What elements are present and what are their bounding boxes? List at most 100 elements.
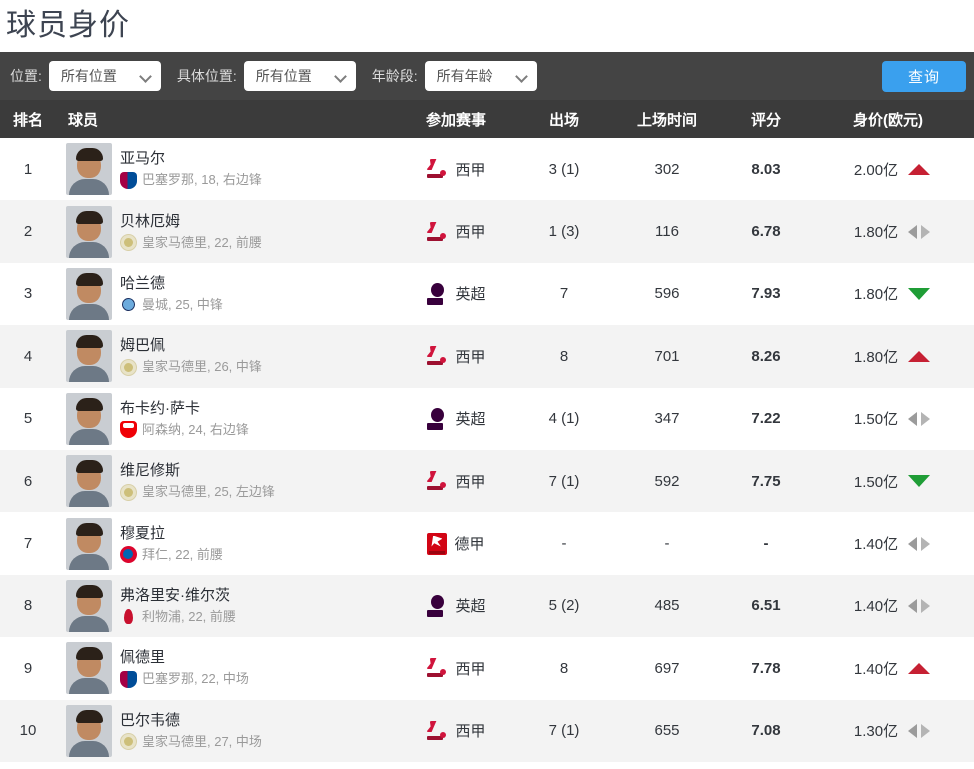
cell-player[interactable]: 巴尔韦德 皇家马德里, 27, 中场 bbox=[56, 700, 396, 762]
real-madrid-crest-icon bbox=[120, 733, 137, 751]
player-name[interactable]: 穆夏拉 bbox=[120, 524, 166, 542]
cell-player[interactable]: 穆夏拉拜仁, 22, 前腰 bbox=[56, 512, 396, 574]
cell-player[interactable]: 哈兰德曼城, 25, 中锋 bbox=[56, 263, 396, 325]
player-club-meta: 拜仁, 22, 前腰 bbox=[142, 546, 223, 562]
cell-minutes: 701 bbox=[654, 347, 680, 365]
cell-value: 2.00亿 bbox=[810, 138, 974, 200]
market-value: 2.00亿 bbox=[853, 161, 899, 179]
column-header-rating[interactable]: 评分 bbox=[722, 100, 810, 138]
trend-down-icon bbox=[908, 286, 931, 302]
league-name: 西甲 bbox=[455, 473, 486, 491]
player-club-meta: 皇家马德里, 22, 前腰 bbox=[142, 234, 262, 250]
league-name: 英超 bbox=[455, 286, 486, 304]
table-row[interactable]: 7 穆夏拉 拜仁, 22, 前腰 德甲 - - - 1.40亿 bbox=[0, 512, 974, 575]
cell-apps: 7 bbox=[559, 285, 569, 303]
table-row[interactable]: 10 巴尔韦德 皇家马德里, 27, 中场 西甲 7 (1) 655 7.08 1.30亿 bbox=[0, 699, 974, 762]
table-row[interactable]: 8 弗洛里安·维尔茨 利物浦, 22, 前腰 英超 5 (2) 485 6.51 1.40亿 bbox=[0, 574, 974, 638]
avatar bbox=[66, 517, 112, 570]
player-name[interactable]: 贝林厄姆 bbox=[120, 212, 181, 230]
filter-specific-position-label: 具体位置: bbox=[176, 68, 237, 84]
cell-minutes: 697 bbox=[654, 659, 680, 677]
cell-value: 1.50亿 bbox=[810, 388, 974, 450]
table-row[interactable]: 4 姆巴佩 皇家马德里, 26, 中锋 西甲 8 701 8.26 1.80亿 bbox=[0, 325, 974, 388]
cell-league: 西甲 bbox=[396, 700, 516, 762]
cell-value: 1.30亿 bbox=[810, 700, 974, 762]
cell-player[interactable]: 贝林厄姆皇家马德里, 22, 前腰 bbox=[56, 200, 396, 262]
cell-apps: 3 (1) bbox=[548, 160, 580, 178]
cell-apps: 5 (2) bbox=[548, 597, 580, 615]
table-row[interactable]: 5 布卡约·萨卡 阿森纳, 24, 右边锋 英超 4 (1) 347 7.22 1.50亿 bbox=[0, 387, 974, 450]
laliga-logo-icon bbox=[426, 158, 448, 180]
age-group-select[interactable]: 所有年龄 bbox=[424, 61, 537, 91]
cell-apps: 8 bbox=[559, 659, 569, 677]
avatar bbox=[66, 205, 112, 258]
chevron-down-icon bbox=[141, 71, 152, 82]
cell-player[interactable]: 维尼修斯皇家马德里, 25, 左边锋 bbox=[56, 450, 396, 512]
player-name[interactable]: 亚马尔 bbox=[120, 150, 166, 168]
avatar bbox=[66, 392, 112, 445]
age-group-select-value: 所有年龄 bbox=[436, 68, 493, 84]
player-name[interactable]: 弗洛里安·维尔茨 bbox=[120, 586, 230, 604]
table-row[interactable]: 9 佩德里 巴塞罗那, 22, 中场 西甲 8 697 7.78 1.40亿 bbox=[0, 637, 974, 700]
cell-rank: 5 bbox=[23, 410, 33, 428]
page-title: 球员身价 bbox=[6, 9, 130, 42]
filter-specific-position: 具体位置: 所有位置 bbox=[177, 61, 356, 91]
cell-value: 1.40亿 bbox=[810, 575, 974, 637]
trend-flat-icon bbox=[908, 598, 931, 614]
player-name[interactable]: 布卡约·萨卡 bbox=[120, 399, 200, 417]
column-header-league[interactable]: 参加赛事 bbox=[396, 100, 516, 138]
player-club-meta: 皇家马德里, 25, 左边锋 bbox=[142, 484, 275, 500]
cell-apps: 7 (1) bbox=[548, 472, 580, 490]
specific-position-select[interactable]: 所有位置 bbox=[243, 61, 356, 91]
player-name[interactable]: 佩德里 bbox=[120, 649, 166, 667]
cell-apps: - bbox=[561, 535, 567, 553]
cell-value: 1.80亿 bbox=[810, 325, 974, 387]
column-header-rank[interactable]: 排名 bbox=[0, 100, 56, 138]
column-header-minutes[interactable]: 上场时间 bbox=[612, 100, 722, 138]
player-name[interactable]: 哈兰德 bbox=[120, 274, 166, 292]
table-row[interactable]: 6 维尼修斯 皇家马德里, 25, 左边锋 西甲 7 (1) 592 7.75 1.50亿 bbox=[0, 449, 974, 513]
column-header-apps[interactable]: 出场 bbox=[516, 100, 612, 138]
cell-rating: - bbox=[763, 535, 769, 553]
premier-league-logo-icon bbox=[426, 594, 448, 617]
player-name[interactable]: 巴尔韦德 bbox=[120, 711, 181, 729]
table-row[interactable]: 1 亚马尔 巴塞罗那, 18, 右边锋 西甲 3 (1) 302 8.03 2.00亿 bbox=[0, 138, 974, 201]
table-row[interactable]: 3 哈兰德 曼城, 25, 中锋 英超 7 596 7.93 1.80亿 bbox=[0, 262, 974, 326]
player-name[interactable]: 维尼修斯 bbox=[120, 462, 181, 480]
player-club-meta: 利物浦, 22, 前腰 bbox=[142, 608, 236, 624]
player-club-meta: 巴塞罗那, 22, 中场 bbox=[142, 671, 249, 687]
laliga-logo-icon bbox=[426, 345, 448, 367]
player-name[interactable]: 姆巴佩 bbox=[120, 337, 166, 355]
premier-league-logo-icon bbox=[426, 282, 448, 305]
league-name: 西甲 bbox=[455, 161, 486, 179]
man-city-crest-icon bbox=[120, 296, 137, 314]
player-club-meta: 曼城, 25, 中锋 bbox=[142, 296, 223, 312]
chevron-down-icon bbox=[336, 71, 347, 82]
chevron-down-icon bbox=[517, 71, 528, 82]
column-header-player[interactable]: 球员 bbox=[56, 100, 396, 138]
market-value: 1.40亿 bbox=[853, 536, 899, 554]
cell-apps: 8 bbox=[559, 347, 569, 365]
filter-bar: 位置: 所有位置 具体位置: 所有位置 年龄段: 所有年龄 查询 bbox=[0, 52, 974, 100]
cell-player[interactable]: 亚马尔 巴塞罗那, 18, 右边锋 bbox=[56, 138, 396, 200]
query-button[interactable]: 查询 bbox=[882, 60, 966, 92]
position-select-value: 所有位置 bbox=[60, 68, 117, 84]
cell-rating: 7.93 bbox=[751, 285, 781, 303]
player-club-meta: 阿森纳, 24, 右边锋 bbox=[142, 421, 249, 437]
cell-league: 英超 bbox=[396, 575, 516, 637]
table-header: 排名 球员 参加赛事 出场 上场时间 评分 身价(欧元) bbox=[0, 100, 974, 138]
real-madrid-crest-icon bbox=[120, 358, 137, 376]
cell-league: 西甲 bbox=[396, 325, 516, 387]
cell-minutes: 116 bbox=[655, 223, 679, 241]
barca-crest-icon bbox=[120, 670, 137, 688]
cell-player[interactable]: 布卡约·萨卡阿森纳, 24, 右边锋 bbox=[56, 388, 396, 450]
column-header-value[interactable]: 身价(欧元) bbox=[810, 100, 974, 138]
cell-league: 德甲 bbox=[396, 512, 516, 574]
cell-value: 1.80亿 bbox=[810, 263, 974, 325]
cell-rating: 8.03 bbox=[751, 160, 781, 178]
table-row[interactable]: 2 贝林厄姆 皇家马德里, 22, 前腰 西甲 1 (3) 116 6.78 1.80亿 bbox=[0, 200, 974, 263]
cell-player[interactable]: 佩德里巴塞罗那, 22, 中场 bbox=[56, 637, 396, 699]
cell-player[interactable]: 姆巴佩 皇家马德里, 26, 中锋 bbox=[56, 325, 396, 387]
cell-player[interactable]: 弗洛里安·维尔茨利物浦, 22, 前腰 bbox=[56, 575, 396, 637]
position-select[interactable]: 所有位置 bbox=[48, 61, 161, 91]
